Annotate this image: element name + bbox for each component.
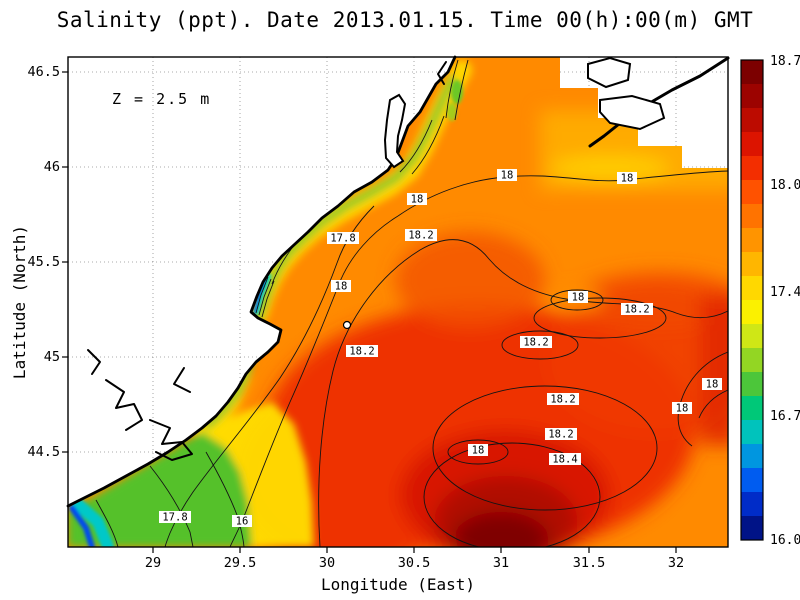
y-tick-label: 45 (44, 349, 60, 365)
x-tick-label: 29 (145, 555, 161, 571)
contour-label: 18 (331, 280, 351, 293)
contour-label: 18 (617, 172, 637, 185)
contour-label: 18 (407, 193, 427, 206)
lagoon-outline (587, 56, 632, 89)
liman-outline (383, 93, 407, 169)
plot-border (67, 56, 729, 548)
svg-text:18.2: 18.2 (408, 230, 433, 242)
colorbar-band (741, 396, 763, 420)
colorbar-tick-label: 18.0 (770, 178, 800, 193)
colorbar-tick-label: 17.4 (770, 285, 800, 300)
colorbar-tick-label: 18.7 (770, 54, 800, 69)
y-axis: 46.5 46 45.5 45 44.5 (27, 64, 60, 460)
svg-text:18.4: 18.4 (552, 454, 577, 466)
svg-text:18: 18 (411, 194, 424, 206)
lagoon-outline (599, 94, 666, 131)
svg-text:18.2: 18.2 (349, 346, 374, 358)
colorbar-band (741, 468, 763, 492)
svg-text:18: 18 (472, 445, 485, 457)
colorbar-band (741, 84, 763, 108)
colorbar-tick-label: 16.7 (770, 409, 800, 424)
contour-labels: 18 18 18 17.8 18.2 18 18 18.2 18.2 18.2 … (159, 169, 722, 528)
contour-label: 18 (568, 291, 588, 304)
contour-label: 18.2 (547, 393, 579, 406)
colorbar-band (741, 156, 763, 180)
svg-text:18.2: 18.2 (548, 429, 573, 441)
colorbar-band (741, 108, 763, 132)
contour-label: 18.2 (520, 336, 552, 349)
x-tick-label: 30 (319, 555, 335, 571)
colorbar-band (741, 444, 763, 468)
svg-text:18.2: 18.2 (550, 394, 575, 406)
colorbar-band (741, 60, 763, 84)
colorbar-band (741, 492, 763, 516)
contour-label: 18.2 (545, 428, 577, 441)
colorbar-band (741, 516, 763, 540)
x-tick-label: 32 (668, 555, 684, 571)
svg-text:16: 16 (236, 516, 249, 528)
coastline (66, 55, 730, 508)
station-marker (342, 320, 352, 330)
svg-text:18.2: 18.2 (523, 337, 548, 349)
colorbar-band (741, 180, 763, 204)
x-tick-label: 29.5 (224, 555, 257, 571)
svg-text:17.8: 17.8 (162, 512, 187, 524)
y-tick-label: 46.5 (27, 64, 60, 80)
x-axis-title: Longitude (East) (321, 575, 475, 594)
colorbar-band (741, 420, 763, 444)
y-tick-label: 46 (44, 159, 60, 175)
y-tick-label: 45.5 (27, 254, 60, 270)
contour-label: 17.8 (159, 511, 191, 524)
contour-label: 18.2 (346, 345, 378, 358)
colorbar-band (741, 276, 763, 300)
x-tick-label: 30.5 (398, 555, 431, 571)
contour-label: 18 (702, 378, 722, 391)
contour-label: 18 (468, 444, 488, 457)
svg-text:18: 18 (706, 379, 719, 391)
axis-ticks (62, 71, 677, 553)
contour-label: 18 (497, 169, 517, 182)
chart-title: Salinity (ppt). Date 2013.01.15. Time 00… (57, 8, 754, 32)
colorbar-band (741, 300, 763, 324)
svg-text:18: 18 (335, 281, 348, 293)
svg-text:18: 18 (572, 292, 585, 304)
colorbar-band (741, 132, 763, 156)
contour-label: 16 (232, 515, 252, 528)
contour-label: 18.4 (549, 453, 581, 466)
colorbar-tick-label: 16.0 (770, 533, 800, 548)
colorbar-border (740, 59, 764, 541)
colorbar-band (741, 252, 763, 276)
colorbar-band (741, 324, 763, 348)
colorbar-band (741, 348, 763, 372)
contour-label: 17.8 (327, 232, 359, 245)
svg-text:17.8: 17.8 (330, 233, 355, 245)
colorbar-band (741, 372, 763, 396)
colorbar: 18.7 18.0 17.4 16.7 16.0 (740, 54, 800, 548)
y-axis-title: Latitude (North) (10, 225, 29, 379)
y-tick-label: 44.5 (27, 444, 60, 460)
svg-text:18: 18 (621, 173, 634, 185)
svg-text:18: 18 (501, 170, 514, 182)
colorbar-band (741, 204, 763, 228)
svg-text:18.2: 18.2 (624, 304, 649, 316)
contour-label: 18.2 (621, 303, 653, 316)
x-axis: 29 29.5 30 30.5 31 31.5 32 (145, 555, 684, 571)
colorbar-band (741, 228, 763, 252)
contour-label: 18.2 (405, 229, 437, 242)
x-tick-label: 31.5 (573, 555, 606, 571)
contour-label: 18 (672, 402, 692, 415)
svg-text:18: 18 (676, 403, 689, 415)
colorbar-labels: 18.7 18.0 17.4 16.7 16.0 (770, 54, 800, 548)
x-tick-label: 31 (493, 555, 509, 571)
depth-annotation: Z = 2.5 m (112, 90, 211, 108)
